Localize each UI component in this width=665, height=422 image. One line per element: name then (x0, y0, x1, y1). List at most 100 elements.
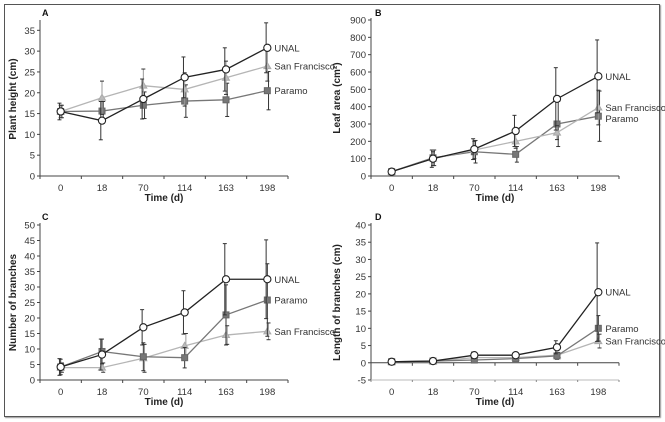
y-tick-label: 35 (24, 267, 35, 278)
panel-d: D -5 0 5 10 15 20 25 30 35 40 0 18 70 114 163 198 Time (d… (332, 212, 665, 408)
panel-label: C (42, 212, 49, 222)
y-tick-label: 500 (350, 85, 366, 96)
data-point (139, 323, 148, 332)
y-tick-label: 35 (24, 26, 35, 37)
x-tick-label: 70 (469, 183, 480, 194)
y-tick-label: 10 (355, 324, 366, 335)
y-tick-label: 700 (350, 50, 366, 61)
y-tick-label: 40 (24, 252, 35, 263)
data-point (56, 362, 65, 372)
panel-a: A 0 5 10 15 20 25 30 35 0 18 70 114 163 198 Time (d) Pla… (8, 8, 335, 204)
data-point (97, 93, 107, 101)
data-point (262, 61, 272, 70)
data-point (594, 324, 602, 332)
series-line (391, 115, 599, 173)
legend-label: San Francisco (605, 337, 665, 348)
data-point (221, 275, 231, 284)
x-tick-label: 163 (549, 183, 565, 194)
y-tick-label: 20 (24, 88, 35, 99)
data-point (221, 73, 231, 81)
y-tick-label: 0 (30, 376, 35, 387)
y-tick-label: 0 (361, 172, 366, 183)
x-tick-label: 0 (389, 387, 394, 398)
y-tick-label: 600 (350, 68, 366, 79)
y-tick-label: 30 (24, 47, 35, 58)
data-point (552, 343, 562, 352)
x-tick-label: 18 (97, 183, 108, 194)
panel-label: B (375, 8, 382, 18)
series-san-francisco (56, 50, 272, 119)
panel-c: C 0 5 10 15 20 25 30 35 40 45 50 0 18 70 114 163 198 Time … (8, 212, 335, 408)
x-tick-label: 198 (259, 183, 275, 194)
x-axis-label: Time (d) (145, 193, 184, 204)
series-line (391, 75, 599, 173)
data-point (470, 351, 479, 360)
y-tick-label: 20 (355, 289, 366, 300)
x-tick-label: 114 (177, 387, 192, 398)
y-tick-label: 300 (350, 120, 366, 131)
legend-label: UNAL (274, 275, 299, 286)
data-point (511, 136, 521, 145)
y-tick-label: 10 (24, 130, 35, 141)
data-point (263, 87, 271, 95)
x-tick-label: 70 (138, 387, 149, 398)
y-axis-label: Plant height (cm) (8, 58, 19, 139)
y-axis-label: Leaf area (cm²) (332, 62, 343, 133)
y-tick-label: 5 (361, 341, 366, 352)
y-tick-label: 30 (355, 255, 366, 266)
x-tick-label: 198 (590, 387, 606, 398)
series-line (60, 47, 268, 122)
y-tick-label: 5 (30, 151, 35, 162)
x-tick-label: 198 (259, 387, 275, 398)
y-tick-label: -5 (358, 376, 366, 387)
y-axis-label: Length of branches (cm) (332, 244, 343, 361)
series-line (391, 291, 599, 363)
x-axis-label: Time (d) (476, 397, 515, 408)
data-point (594, 288, 603, 297)
data-point (512, 150, 520, 158)
data-point (180, 308, 189, 317)
legend-label: Paramo (274, 296, 307, 307)
y-tick-label: 25 (355, 272, 366, 283)
data-point (221, 65, 231, 74)
series-unal (387, 242, 603, 366)
y-tick-label: 35 (355, 238, 366, 249)
y-tick-label: 0 (30, 172, 35, 183)
data-point (470, 144, 479, 154)
data-point (511, 351, 520, 360)
x-tick-label: 198 (590, 183, 606, 194)
y-axis-label: Number of branches (8, 253, 19, 351)
x-tick-label: 163 (549, 387, 565, 398)
panel-b: B 0 100 200 300 400 500 600 700 800 900 0 18 70 114 163… (332, 8, 665, 204)
series-line (60, 90, 268, 113)
x-axis-label: Time (d) (145, 397, 184, 408)
series-paramo (57, 71, 271, 122)
data-point (222, 96, 230, 104)
series-san-francisco (56, 322, 272, 373)
data-point (428, 154, 438, 163)
y-tick-label: 10 (24, 345, 35, 356)
y-tick-label: 800 (350, 33, 366, 44)
y-tick-label: 15 (24, 109, 35, 120)
legend-label: UNAL (274, 43, 299, 54)
x-tick-label: 18 (428, 387, 439, 398)
y-tick-label: 100 (350, 154, 366, 165)
data-point (139, 94, 148, 104)
data-point (428, 356, 438, 366)
x-tick-label: 163 (218, 183, 234, 194)
data-point (387, 167, 396, 176)
legend-label: San Francisco (605, 103, 665, 114)
y-tick-label: 40 (355, 221, 366, 232)
legend-label: Paramo (274, 86, 307, 97)
x-axis-label: Time (d) (476, 193, 515, 204)
series-line (60, 299, 268, 368)
series-unal (56, 239, 272, 376)
x-tick-label: 114 (508, 387, 523, 398)
x-tick-label: 0 (58, 387, 63, 398)
data-point (511, 126, 520, 136)
y-tick-label: 25 (24, 67, 35, 78)
legend-label: Paramo (605, 324, 638, 335)
x-tick-label: 0 (389, 183, 394, 194)
x-tick-label: 0 (58, 183, 63, 194)
y-tick-label: 20 (24, 314, 35, 325)
